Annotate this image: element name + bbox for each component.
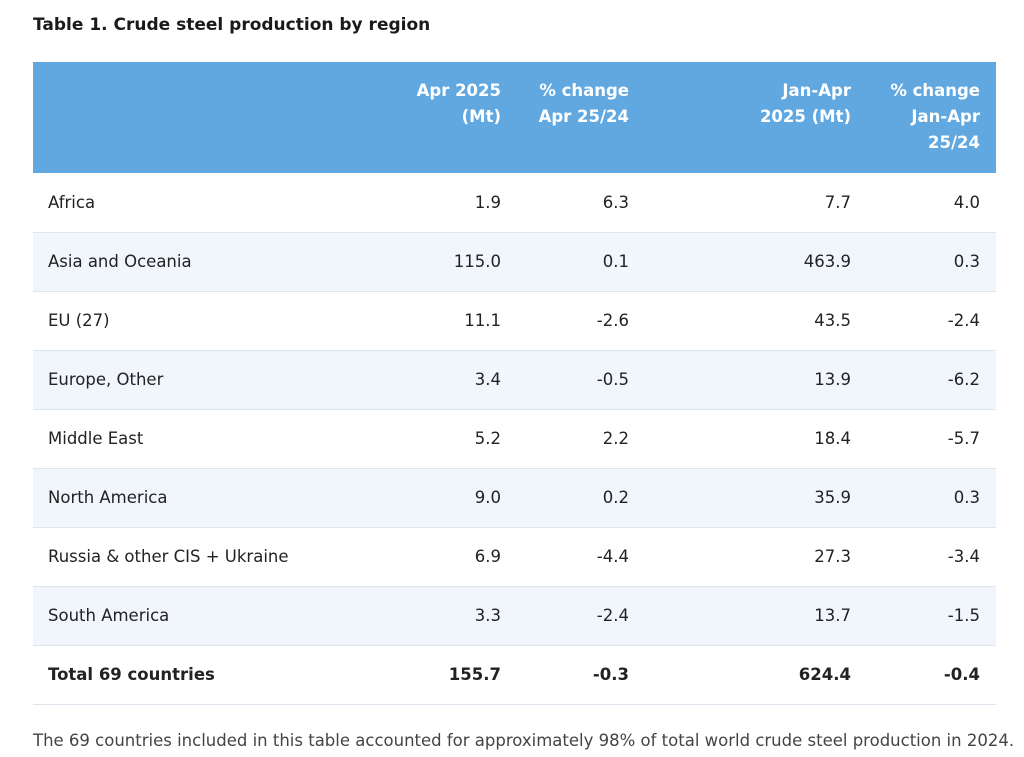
value-cell: 463.9 [803, 252, 851, 271]
value-cell: -0.3 [592, 665, 629, 684]
table-row: Middle East 5.2 2.2 18.4 -5.7 [33, 409, 996, 468]
value-cell: 1.9 [474, 192, 501, 212]
value-cell: 2.2 [602, 429, 629, 448]
region-cell: North America [48, 488, 168, 507]
header-jan-apr-2025: Jan-Apr 2025 (Mt) [629, 62, 851, 173]
total-row: Total 69 countries 155.7 -0.3 624.4 -0.4 [33, 645, 996, 704]
value-cell: -6.2 [947, 370, 980, 389]
table-title: Table 1. Crude steel production by regio… [33, 15, 431, 35]
header-pct-change-jan-apr: % change Jan-Apr 25/24 [851, 62, 996, 173]
value-cell: 0.1 [602, 252, 629, 271]
value-cell: 624.4 [798, 665, 851, 684]
value-cell: -5.7 [947, 429, 980, 448]
region-cell: Middle East [48, 429, 144, 448]
table-row: Russia & other CIS + Ukraine 6.9 -4.4 27… [33, 527, 996, 586]
value-cell: 13.7 [814, 606, 851, 625]
table-row: Asia and Oceania 115.0 0.1 463.9 0.3 [33, 232, 996, 291]
header-apr-2025: Apr 2025 (Mt) [393, 62, 501, 173]
value-cell: 0.3 [953, 488, 980, 507]
value-cell: -1.5 [947, 606, 980, 625]
value-cell: 43.5 [814, 311, 851, 330]
table-header-row: Apr 2025 (Mt) % change Apr 25/24 Jan-Apr… [33, 62, 996, 173]
region-cell: Russia & other CIS + Ukraine [48, 547, 289, 566]
region-cell: Africa [48, 192, 96, 212]
region-cell: Asia and Oceania [48, 252, 192, 271]
table-row: Africa 1.9 6.3 7.7 4.0 [33, 173, 996, 232]
region-cell: Total 69 countries [48, 665, 215, 684]
value-cell: -0.5 [596, 370, 629, 389]
value-cell: 9.0 [474, 488, 501, 507]
value-cell: 0.2 [602, 488, 629, 507]
value-cell: -0.4 [943, 665, 980, 684]
table-row: EU (27) 11.1 -2.6 43.5 -2.4 [33, 291, 996, 350]
value-cell: 18.4 [814, 429, 851, 448]
value-cell: -3.4 [947, 547, 980, 566]
value-cell: 35.9 [814, 488, 851, 507]
production-table: Apr 2025 (Mt) % change Apr 25/24 Jan-Apr… [33, 62, 996, 705]
value-cell: -2.4 [596, 606, 629, 625]
value-cell: -2.6 [596, 311, 629, 330]
value-cell: 11.1 [464, 311, 501, 330]
value-cell: 13.9 [814, 370, 851, 389]
table-footnote: The 69 countries included in this table … [33, 731, 1015, 750]
value-cell: 155.7 [448, 665, 501, 684]
region-cell: Europe, Other [48, 370, 164, 389]
value-cell: -2.4 [947, 311, 980, 330]
value-cell: -4.4 [596, 547, 629, 566]
region-cell: EU (27) [48, 311, 110, 330]
value-cell: 0.3 [953, 252, 980, 271]
value-cell: 3.3 [474, 606, 501, 625]
value-cell: 4.0 [953, 192, 980, 212]
value-cell: 27.3 [814, 547, 851, 566]
header-region [33, 62, 393, 173]
region-cell: South America [48, 606, 170, 625]
header-pct-change-apr: % change Apr 25/24 [501, 62, 629, 173]
table-row: North America 9.0 0.2 35.9 0.3 [33, 468, 996, 527]
value-cell: 3.4 [474, 370, 501, 389]
value-cell: 5.2 [474, 429, 501, 448]
table-row: Europe, Other 3.4 -0.5 13.9 -6.2 [33, 350, 996, 409]
value-cell: 6.3 [602, 192, 629, 212]
table-row: South America 3.3 -2.4 13.7 -1.5 [33, 586, 996, 645]
value-cell: 7.7 [824, 192, 851, 212]
value-cell: 115.0 [453, 252, 501, 271]
value-cell: 6.9 [474, 547, 501, 566]
